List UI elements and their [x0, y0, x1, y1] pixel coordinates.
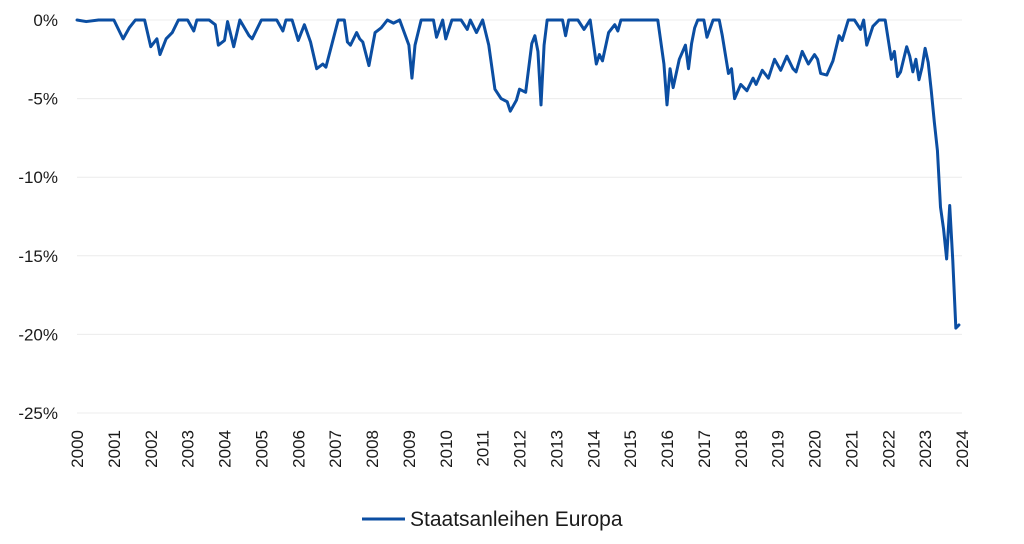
x-axis-tick-labels: 2000 2001 2002 2003 2004 2005 2006 2007 2008 2009… [68, 430, 972, 468]
y-tick-label: -20% [18, 325, 58, 344]
x-tick-label: 2008 [363, 430, 382, 468]
x-tick-label: 2000 [68, 430, 87, 468]
x-tick-label: 2016 [658, 430, 677, 468]
x-tick-label: 2003 [179, 430, 198, 468]
y-tick-label: 0% [33, 11, 58, 30]
y-axis-tick-labels: 0% -5% -10% -15% -20% -25% [18, 11, 58, 423]
x-tick-label: 2018 [732, 430, 751, 468]
gridlines [77, 19, 962, 414]
x-tick-label: 2014 [584, 430, 603, 468]
x-tick-label: 2004 [216, 430, 235, 468]
x-tick-label: 2019 [769, 430, 788, 468]
x-tick-label: 2020 [806, 430, 825, 468]
x-tick-label: 2023 [916, 430, 935, 468]
series-lines [75, 18, 961, 330]
y-tick-label: -10% [18, 168, 58, 187]
legend-label: Staatsanleihen Europa [410, 508, 623, 531]
x-tick-label: 2010 [437, 430, 456, 468]
x-tick-label: 2017 [695, 430, 714, 468]
y-tick-label: -25% [18, 404, 58, 423]
x-tick-label: 2024 [953, 430, 972, 468]
x-tick-label: 2007 [326, 430, 345, 468]
x-tick-label: 2006 [289, 430, 308, 468]
x-tick-label: 2005 [252, 430, 271, 468]
series-line [75, 18, 961, 330]
x-tick-label: 2013 [547, 430, 566, 468]
x-tick-label: 2002 [142, 430, 161, 468]
x-tick-label: 2009 [400, 430, 419, 468]
x-tick-label: 2022 [879, 430, 898, 468]
x-tick-label: 2001 [105, 430, 124, 468]
y-tick-label: -5% [28, 90, 58, 109]
x-tick-label: 2011 [474, 430, 493, 467]
x-tick-label: 2015 [621, 430, 640, 468]
x-tick-label: 2012 [511, 430, 530, 468]
y-tick-label: -15% [18, 247, 58, 266]
x-tick-label: 2021 [842, 430, 861, 468]
legend: Staatsanleihen Europa [362, 508, 623, 531]
